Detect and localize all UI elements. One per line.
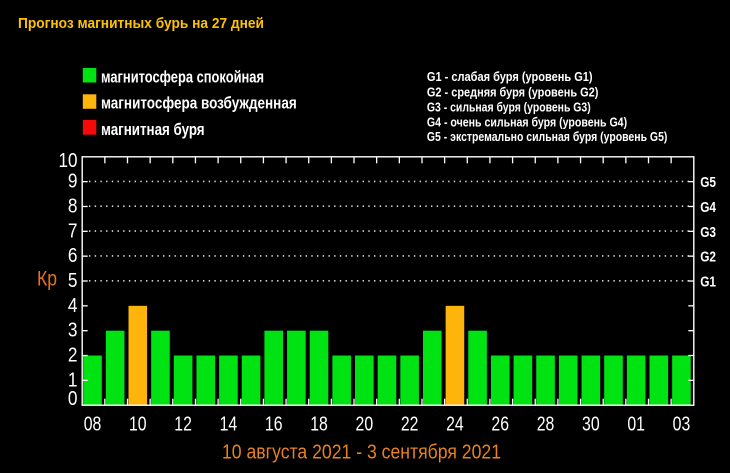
svg-text:Прогноз магнитных бурь на 27 д: Прогноз магнитных бурь на 27 дней <box>18 16 264 32</box>
svg-text:20: 20 <box>356 412 374 435</box>
svg-text:03: 03 <box>673 412 691 435</box>
svg-text:28: 28 <box>537 412 555 435</box>
svg-text:магнитная буря: магнитная буря <box>101 120 205 139</box>
svg-text:4: 4 <box>68 295 78 317</box>
svg-text:магнитосфера возбужденная: магнитосфера возбужденная <box>101 94 297 113</box>
svg-text:3: 3 <box>68 320 78 342</box>
svg-text:10 августа 2021 - 3 сентября 2: 10 августа 2021 - 3 сентября 2021 <box>222 442 501 464</box>
svg-text:26: 26 <box>491 412 509 435</box>
svg-text:30: 30 <box>582 412 600 435</box>
svg-text:12: 12 <box>174 412 192 435</box>
svg-text:G2: G2 <box>700 249 716 266</box>
svg-text:6: 6 <box>68 245 78 267</box>
svg-text:1: 1 <box>68 369 78 391</box>
svg-text:24: 24 <box>446 412 464 435</box>
svg-text:G4: G4 <box>700 199 716 216</box>
svg-text:2: 2 <box>68 345 78 367</box>
svg-text:G3 - сильная буря (уровень G3): G3 - сильная буря (уровень G3) <box>427 100 591 115</box>
svg-text:01: 01 <box>627 412 645 435</box>
svg-text:10: 10 <box>59 150 78 172</box>
svg-text:Кр: Кр <box>37 268 57 291</box>
svg-text:G3: G3 <box>700 224 716 241</box>
svg-text:9: 9 <box>68 171 78 193</box>
svg-text:7: 7 <box>68 220 78 242</box>
svg-text:G1 - слабая буря (уровень G1): G1 - слабая буря (уровень G1) <box>427 69 593 84</box>
svg-text:16: 16 <box>265 412 283 435</box>
svg-text:0: 0 <box>68 388 78 410</box>
svg-text:G2 - средняя буря (уровень G2): G2 - средняя буря (уровень G2) <box>427 84 599 99</box>
svg-text:5: 5 <box>68 270 78 292</box>
svg-text:8: 8 <box>68 195 78 217</box>
svg-text:22: 22 <box>401 412 419 435</box>
svg-text:08: 08 <box>84 412 102 435</box>
svg-text:18: 18 <box>310 412 328 435</box>
svg-text:G5: G5 <box>700 174 716 191</box>
svg-text:G5 - экстремально сильная буря: G5 - экстремально сильная буря (уровень … <box>427 129 668 144</box>
svg-text:14: 14 <box>220 412 238 435</box>
svg-text:магнитосфера спокойная: магнитосфера спокойная <box>101 67 264 86</box>
svg-text:G1: G1 <box>700 274 716 291</box>
svg-text:10: 10 <box>129 412 147 435</box>
svg-text:G4 - очень сильная буря (урове: G4 - очень сильная буря (уровень G4) <box>427 114 627 129</box>
